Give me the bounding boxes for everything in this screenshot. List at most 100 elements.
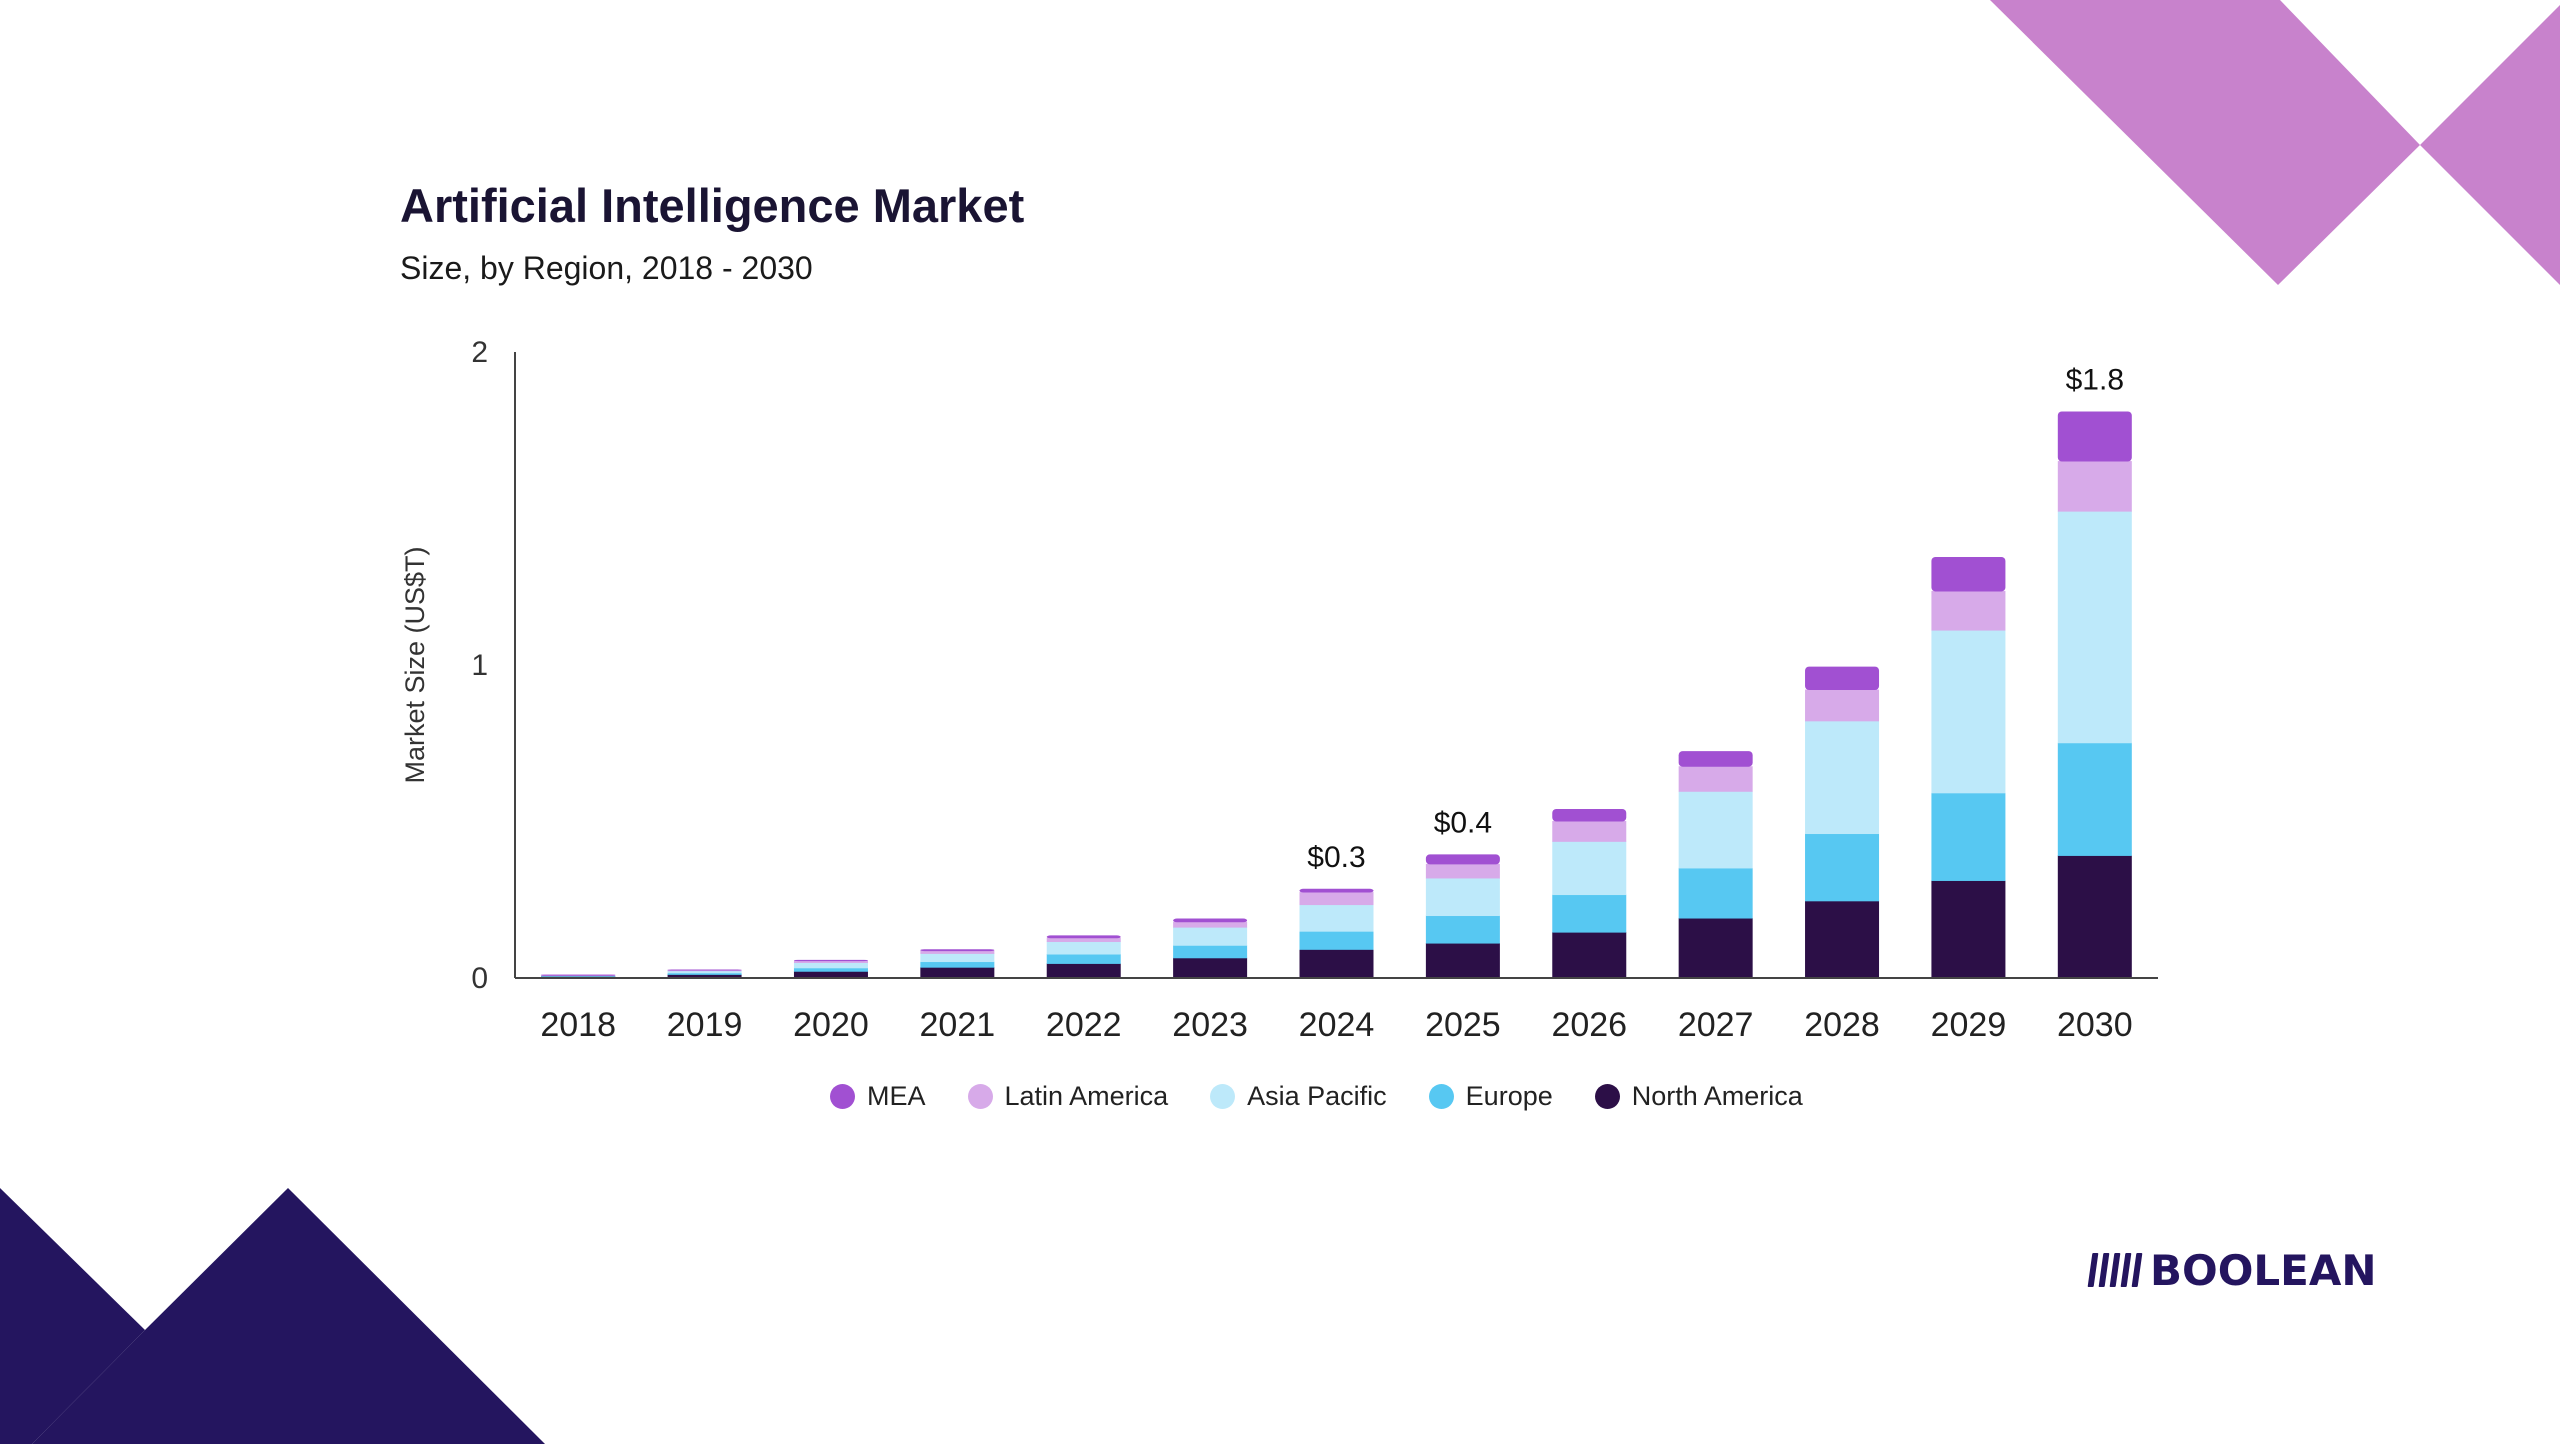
- bar-segment-latin-america: [1552, 821, 1627, 842]
- bar-segment-mea: [1931, 557, 2006, 592]
- corner-shape-top-right-right: [2420, 5, 2560, 285]
- bar-segment-europe: [1173, 945, 1248, 959]
- bar-segment-north-america: [1425, 943, 1500, 978]
- bar-segment-mea: [1805, 666, 1880, 691]
- y-tick-label: 0: [471, 962, 488, 995]
- bar-segment-mea: [1046, 935, 1121, 939]
- bar-segment-europe: [1425, 915, 1500, 944]
- brand-name: BOOLEAN: [2150, 1245, 2377, 1295]
- chart-subtitle: Size, by Region, 2018 - 2030: [400, 250, 813, 286]
- bar-segment-latin-america: [1805, 689, 1880, 722]
- bars: [541, 411, 2132, 978]
- bar-segment-north-america: [1678, 918, 1753, 978]
- corner-shape-bottom-left-right: [32, 1188, 545, 1444]
- legend-swatch: [967, 1083, 993, 1109]
- x-tick-label: 2022: [1046, 1006, 1122, 1044]
- bar-segment-latin-america: [2057, 461, 2132, 512]
- bar-segment-asia-pacific: [1299, 904, 1374, 932]
- bar-segment-north-america: [1299, 949, 1374, 978]
- legend-item: MEA: [830, 1081, 926, 1112]
- y-tick-label: 2: [471, 336, 488, 369]
- bar-segment-europe: [1299, 931, 1374, 950]
- bar-segment-europe: [1678, 867, 1753, 919]
- x-tick-label: 2023: [1172, 1006, 1248, 1044]
- bar-segment-mea: [667, 969, 742, 971]
- chart-legend: MEA Latin America Asia Pacific Europe North …: [830, 1076, 1803, 1116]
- bar-segment-asia-pacific: [1425, 877, 1500, 917]
- bar-segment-europe: [667, 972, 742, 975]
- bar-segment-europe: [1931, 792, 2006, 881]
- bar-segment-north-america: [1046, 963, 1121, 978]
- bar-segment-mea: [541, 974, 616, 976]
- bar-segment-asia-pacific: [1678, 791, 1753, 869]
- legend-item: Europe: [1428, 1080, 1553, 1112]
- legend-label: North America: [1631, 1080, 1803, 1111]
- bar-segment-asia-pacific: [1046, 941, 1121, 955]
- bar-segment-latin-america: [1931, 590, 2006, 631]
- legend-label: Latin America: [1004, 1080, 1169, 1111]
- chart-title: Artificial Intelligence Market: [400, 179, 1025, 232]
- brand-logo: BOOLEAN: [2087, 1240, 2377, 1300]
- legend-swatch: [1428, 1083, 1454, 1109]
- x-tick-label: 2029: [1931, 1006, 2007, 1044]
- x-tick-label: 2028: [1804, 1006, 1880, 1044]
- bar-segment-north-america: [793, 971, 868, 978]
- bar-segment-latin-america: [1299, 892, 1374, 906]
- bar-segment-mea: [1425, 854, 1500, 865]
- legend-item: North America: [1594, 1080, 1803, 1112]
- bar-segment-north-america: [1552, 932, 1627, 978]
- bar-segment-asia-pacific: [667, 970, 742, 974]
- data-label: $1.8: [2066, 363, 2124, 396]
- legend-swatch: [1210, 1083, 1236, 1109]
- x-tick-label: 2030: [2057, 1006, 2133, 1044]
- bar-segment-asia-pacific: [2057, 511, 2132, 744]
- bar-segment-asia-pacific: [920, 953, 995, 963]
- x-tick-label: 2018: [540, 1006, 616, 1044]
- bar-segment-asia-pacific: [793, 962, 868, 969]
- bar-segment-europe: [1552, 894, 1627, 933]
- bar-segment-mea: [1173, 918, 1248, 923]
- bar-segment-asia-pacific: [1805, 720, 1880, 835]
- x-tick-label: 2025: [1425, 1006, 1501, 1044]
- legend-item: Latin America: [967, 1080, 1169, 1112]
- legend-label: Europe: [1465, 1080, 1553, 1111]
- bar-segment-europe: [1805, 833, 1880, 902]
- bar-segment-latin-america: [1678, 766, 1753, 792]
- y-tick-label: 1: [471, 649, 488, 682]
- y-axis-label: Market Size (US$T): [400, 546, 430, 783]
- y-axis: 0 1 2 Market Size (US$T): [400, 336, 516, 995]
- bar-segment-mea: [2057, 411, 2132, 462]
- bar-segment-north-america: [541, 975, 616, 978]
- bar-segment-latin-america: [793, 960, 868, 963]
- bar-segment-north-america: [920, 967, 995, 978]
- corner-shape-bottom-left-left: [0, 1188, 145, 1444]
- bar-segment-europe: [2057, 742, 2132, 856]
- bar-segment-mea: [920, 949, 995, 952]
- bar-segment-mea: [793, 959, 868, 962]
- corner-shape-top-right-left: [1990, 0, 2420, 285]
- bar-segment-europe: [1046, 954, 1121, 964]
- logo-bars-icon: [2087, 1253, 2143, 1287]
- annotations: $0.3 $0.4 $1.8: [1307, 363, 2124, 873]
- legend-swatch: [830, 1083, 855, 1109]
- legend-label: Asia Pacific: [1247, 1080, 1387, 1111]
- bar-segment-asia-pacific: [1931, 630, 2006, 794]
- bar-segment-north-america: [2057, 855, 2132, 978]
- x-tick-label: 2020: [793, 1006, 869, 1044]
- bar-segment-north-america: [1173, 957, 1248, 978]
- bar-segment-mea: [1299, 888, 1374, 893]
- x-axis: 2018 2019 2020 2021 2022 2023 2024 2025 2026 2027…: [515, 977, 2158, 1044]
- bar-segment-north-america: [1805, 900, 1880, 978]
- bar-segment-mea: [1552, 808, 1627, 822]
- bar-segment-north-america: [1931, 880, 2006, 978]
- bar-segment-europe: [920, 961, 995, 968]
- bar-segment-latin-america: [1425, 863, 1500, 879]
- x-tick-label: 2019: [667, 1006, 743, 1044]
- bar-segment-europe: [793, 967, 868, 972]
- bar-segment-asia-pacific: [1173, 927, 1248, 946]
- bar-segment-latin-america: [1173, 921, 1248, 928]
- x-tick-label: 2021: [920, 1006, 996, 1044]
- x-tick-label: 2026: [1551, 1006, 1627, 1044]
